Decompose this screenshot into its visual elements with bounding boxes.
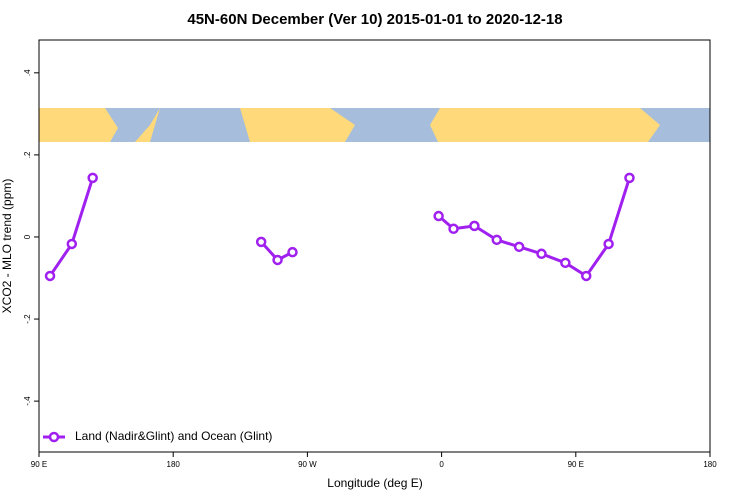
x-tick-label: 90 E <box>568 460 584 469</box>
data-point <box>255 236 267 248</box>
data-point <box>44 270 56 282</box>
data-point <box>536 248 547 260</box>
x-tick-label: 90 W <box>298 460 317 469</box>
x-tick-label: 180 <box>703 460 717 469</box>
chart-title: 45N-60N December (Ver 10) 2015-01-01 to … <box>187 11 562 28</box>
series-line <box>48 177 631 278</box>
x-tick-label: 0 <box>439 460 444 469</box>
legend-marker <box>48 431 60 443</box>
data-point <box>580 270 592 282</box>
data-point <box>469 220 480 232</box>
map-ocean <box>330 108 440 142</box>
data-point <box>287 246 298 258</box>
data-point <box>433 210 444 222</box>
x-tick-label: 180 <box>167 460 181 469</box>
map-ocean <box>105 108 160 142</box>
x-tick-label: 90 E <box>31 460 47 469</box>
y-axis-label: XCO2 - MLO trend (ppm) <box>0 179 14 314</box>
data-point <box>448 223 459 235</box>
x-axis-label: Longitude (deg E) <box>327 476 422 490</box>
y-tick-label: .2 <box>23 151 32 158</box>
data-point <box>272 254 283 266</box>
data-point <box>624 172 635 184</box>
legend-label: Land (Nadir&Glint) and Ocean (Glint) <box>75 429 272 443</box>
y-tick-label: -.2 <box>23 314 32 324</box>
data-point <box>560 257 571 269</box>
data-point <box>491 234 503 246</box>
data-point <box>513 241 525 253</box>
data-point <box>66 238 78 250</box>
map-strip <box>39 108 710 142</box>
y-tick-label: -.4 <box>23 396 32 406</box>
data-point <box>603 238 614 250</box>
y-tick-label: .4 <box>23 69 32 76</box>
map-ocean <box>640 108 710 142</box>
map-ocean <box>150 108 250 142</box>
data-point <box>87 172 98 184</box>
y-tick-label: 0 <box>23 234 32 239</box>
plot-frame <box>38 39 711 453</box>
